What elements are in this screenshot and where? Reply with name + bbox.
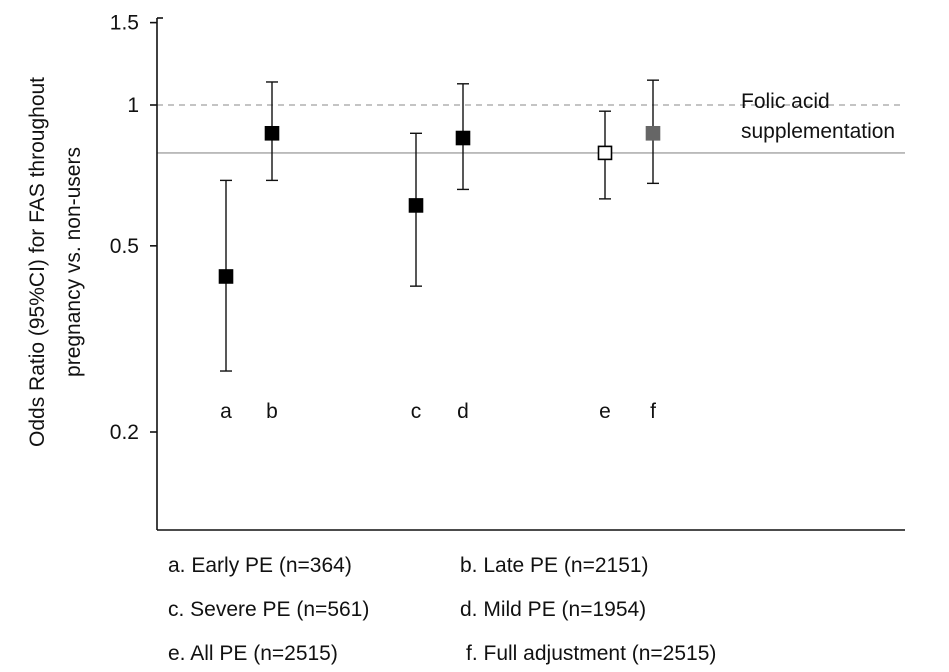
y-axis-label: Odds Ratio (95%CI) for FAS throughout pr… [26,77,85,447]
or-marker [264,125,280,141]
y-tick-label: 0.5 [110,235,139,258]
reference-lines [157,104,905,154]
point-letter: e [599,400,611,423]
point-group-f: f [645,79,661,423]
legend-item-d: d. Mild PE (n=1954) [460,598,647,621]
point-group-d: d [455,83,471,423]
legend-item-b: b. Late PE (n=2151) [460,554,649,577]
annotation-line1: Folic acid [741,90,830,113]
y-tick-label: 0.2 [110,421,139,444]
point-letter: b [266,400,278,423]
annotation-line2: supplementation [741,120,895,143]
point-letter: f [650,400,656,423]
point-letter: a [220,400,232,423]
legend-item-a: a. Early PE (n=364) [168,554,352,577]
point-letter: d [457,400,469,423]
y-axis-label-line1: Odds Ratio (95%CI) for FAS throughout [26,77,49,447]
or-marker [218,269,234,284]
point-group-a: a [218,179,234,423]
or-marker [597,145,613,161]
point-group-e: e [597,110,613,423]
chart: Odds Ratio (95%CI) for FAS throughout pr… [26,12,905,531]
y-tick-label: 1 [127,94,139,117]
legend-item-c: c. Severe PE (n=561) [168,598,370,621]
or-marker [408,198,424,213]
y-axis: 0.2 0.5 1 1.5 [110,12,905,531]
point-group-c: c [408,132,424,423]
or-marker [645,125,661,141]
legend-item-f: f. Full adjustment (n=2515) [466,642,717,665]
y-tick-label: 1.5 [110,12,139,35]
or-marker [455,130,471,146]
y-axis-label-line2: pregnancy vs. non-users [62,147,85,377]
legend-item-e: e. All PE (n=2515) [168,642,338,665]
data-points: a b c d e f [218,79,661,423]
point-letter: c [411,400,422,423]
point-group-b: b [264,81,280,423]
